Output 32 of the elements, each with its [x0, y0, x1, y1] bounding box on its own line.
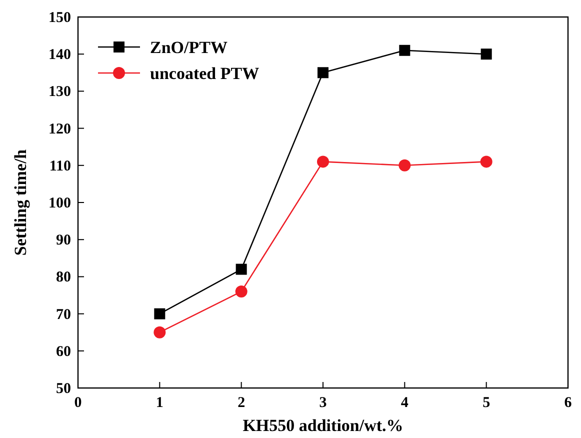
legend-label: uncoated PTW [150, 64, 260, 83]
point [236, 264, 247, 275]
point [317, 156, 329, 168]
x-tick-label: 4 [400, 395, 409, 411]
y-tick-label: 140 [48, 47, 71, 64]
y-tick-label: 110 [49, 158, 71, 174]
y-tick-label: 130 [48, 84, 71, 100]
point [399, 44, 410, 56]
x-tick-label: 1 [156, 395, 164, 411]
x-tick-label: 6 [564, 395, 572, 411]
point [318, 67, 328, 78]
y-tick-label: 150 [48, 10, 71, 26]
x-tick-label: 2 [238, 395, 246, 411]
point [480, 48, 492, 60]
y-tick-label: 120 [48, 121, 71, 138]
legend-label: ZnO/PTW [150, 38, 228, 57]
y-tick-label: 90 [56, 232, 71, 249]
point [154, 326, 166, 338]
x-tick-label: 3 [319, 395, 327, 411]
point [154, 308, 166, 320]
y-tick-label: 60 [56, 344, 71, 360]
y-tick-label: 50 [56, 381, 71, 397]
x-tick-label: 5 [482, 395, 490, 411]
y-axis-title: Settling time/h [11, 148, 30, 256]
point [480, 156, 492, 168]
y-tick-label: 70 [56, 306, 71, 323]
x-tick-label: 0 [74, 395, 82, 411]
y-tick-label: 80 [56, 270, 71, 286]
point [398, 159, 411, 172]
x-axis-title: KH550 addition/wt.% [242, 416, 404, 435]
point [235, 286, 248, 298]
y-tick-label: 100 [48, 196, 71, 212]
